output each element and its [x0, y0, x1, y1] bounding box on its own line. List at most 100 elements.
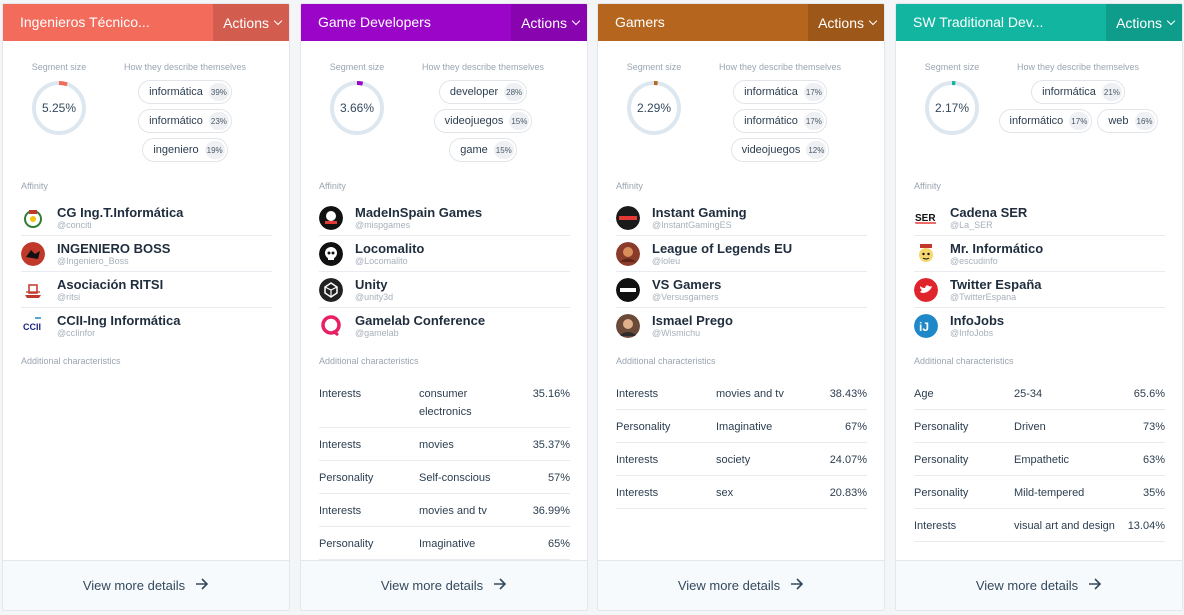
tag-percent: 39% [208, 83, 229, 101]
affinity-text: Gamelab Conference @gamelab [355, 313, 485, 339]
additional-characteristics-label: Additional characteristics [21, 356, 121, 366]
affinity-item[interactable]: iJ InfoJobs @InfoJobs [914, 308, 1165, 344]
affinity-item[interactable]: Gamelab Conference @gamelab [319, 308, 570, 344]
tag-word: game [460, 144, 488, 156]
affinity-name[interactable]: Locomalito [355, 240, 425, 256]
affinity-name[interactable]: Unity [355, 276, 388, 292]
affinity-name[interactable]: Asociación RITSI [57, 276, 164, 292]
affinity-item[interactable]: MadeInSpain Games @mispgames [319, 200, 570, 236]
affinity-name[interactable]: Twitter España [950, 276, 1042, 292]
donut-segment-arc [925, 81, 979, 135]
description-tag[interactable]: web 16% [1097, 109, 1158, 133]
characteristic-row: Interests society 24.07% [616, 443, 867, 476]
affinity-text: Twitter España @TwitterEspana [950, 277, 1042, 303]
view-more-details-button[interactable]: View more details [896, 560, 1182, 610]
card-title[interactable]: Ingenieros Técnico... [20, 14, 150, 30]
view-more-details-button[interactable]: View more details [598, 560, 884, 610]
additional-characteristics-label: Additional characteristics [616, 356, 716, 366]
characteristic-percent: 65.6% [1133, 388, 1165, 400]
characteristic-percent: 73% [1142, 421, 1165, 433]
description-tag[interactable]: informático 17% [733, 109, 827, 133]
gamelab-logo [319, 314, 343, 338]
affinity-item[interactable]: Unity @unity3d [319, 272, 570, 308]
mr-informatico-logo [914, 242, 938, 266]
affinity-label: Affinity [21, 181, 48, 191]
characteristic-category: Interests [616, 388, 659, 400]
characteristic-category: Personality [914, 487, 969, 499]
affinity-name[interactable]: League of Legends EU [652, 240, 793, 256]
card-title[interactable]: SW Traditional Dev... [913, 14, 1044, 30]
instant-gaming-logo [616, 205, 640, 230]
affinity-name[interactable]: INGENIERO BOSS [57, 240, 171, 256]
description-tag[interactable]: developer 28% [438, 80, 528, 104]
characteristic-row: Interests visual art and design 13.04% [914, 509, 1165, 542]
segment-card: Gamers Actions Segment size 2.29% How they d… [597, 3, 885, 611]
actions-button[interactable]: Actions [808, 4, 884, 41]
affinity-name[interactable]: Ismael Prego [652, 313, 733, 328]
description-tag[interactable]: videojuegos 15% [433, 109, 533, 133]
description-tag[interactable]: informática 39% [138, 80, 232, 104]
description-tag[interactable]: videojuegos 12% [730, 138, 830, 162]
actions-button[interactable]: Actions [511, 4, 587, 41]
view-more-details-button[interactable]: View more details [301, 560, 587, 610]
tag-row: informático 23% [115, 109, 255, 133]
affinity-item[interactable]: Ismael Prego @Wismichu [616, 308, 867, 344]
segment-size-value: 2.29% [636, 101, 672, 115]
tag-row: developer 28% [413, 80, 553, 104]
affinity-item[interactable]: Twitter España @TwitterEspana [914, 272, 1165, 308]
actions-button[interactable]: Actions [213, 4, 289, 41]
affinity-name[interactable]: CG Ing.T.Informática [57, 204, 184, 220]
card-title[interactable]: Gamers [615, 14, 665, 30]
affinity-name[interactable]: InfoJobs [950, 313, 1005, 328]
affinity-name[interactable]: VS Gamers [652, 276, 722, 292]
actions-button[interactable]: Actions [1106, 4, 1182, 41]
self-description-tags: informática 21% informático 17% web 16% [998, 80, 1158, 138]
characteristic-row: Personality Mild-tempered 35% [914, 476, 1165, 509]
characteristic-percent: 13.04% [1127, 520, 1165, 532]
description-tag[interactable]: informática 21% [1031, 80, 1125, 104]
characteristic-percent: 35% [1142, 487, 1165, 499]
affinity-name[interactable]: CCII-Ing Informática [57, 313, 181, 328]
affinity-section: Affinity CG Ing.T.Informática @conciti INGE… [3, 181, 289, 354]
affinity-item[interactable]: League of Legends EU @loleu [616, 236, 867, 272]
arrow-right-icon [493, 577, 507, 595]
affinity-name[interactable]: Mr. Informático [950, 240, 1044, 256]
crest-logo [21, 206, 45, 230]
segment-card: Ingenieros Técnico... Actions Segment size… [2, 3, 290, 611]
affinity-item[interactable]: Asociación RITSI @ritsi [21, 272, 272, 308]
affinity-label: Affinity [616, 181, 643, 191]
affinity-name[interactable]: Cadena SER [950, 204, 1028, 220]
description-tag[interactable]: informática 17% [733, 80, 827, 104]
affinity-name[interactable]: Gamelab Conference [355, 313, 486, 328]
actions-label: Actions [223, 14, 269, 31]
affinity-item[interactable]: CG Ing.T.Informática @conciti [21, 200, 272, 236]
affinity-name[interactable]: MadeInSpain Games [355, 204, 483, 220]
infojobs-logo: iJ [914, 314, 938, 338]
affinity-item[interactable]: CCII CCII-Ing Informática @ccIinfor [21, 308, 272, 344]
view-more-details-button[interactable]: View more details [3, 560, 289, 610]
affinity-item[interactable]: SER Cadena SER @La_SER [914, 200, 1165, 236]
tag-percent: 21% [1101, 83, 1122, 101]
affinity-section: Affinity MadeInSpain Games @mispgames Locom… [301, 181, 587, 354]
affinity-section: Affinity Instant Gaming @InstantGamingES Le… [598, 181, 884, 354]
affinity-name[interactable]: Instant Gaming [652, 204, 747, 220]
tag-word: informático [744, 115, 798, 127]
card-title[interactable]: Game Developers [318, 14, 431, 30]
description-tag[interactable]: ingeniero 19% [142, 138, 228, 162]
characteristic-category: Personality [914, 421, 969, 433]
chevron-down-icon [868, 16, 878, 26]
affinity-item[interactable]: Mr. Informático @escudinfo [914, 236, 1165, 272]
tag-word: informática [149, 86, 203, 98]
affinity-item[interactable]: INGENIERO BOSS @Ingeniero_Boss [21, 236, 272, 272]
description-tag[interactable]: informático 17% [998, 109, 1093, 133]
affinity-item[interactable]: Instant Gaming @InstantGamingES [616, 200, 867, 236]
affinity-handle: @Wismichu [652, 328, 701, 338]
segment-size-value: 5.25% [41, 101, 77, 115]
description-tag[interactable]: game 15% [449, 138, 517, 162]
svg-text:SER: SER [915, 213, 936, 224]
affinity-item[interactable]: Locomalito @Locomalito [319, 236, 570, 272]
description-tag[interactable]: informático 23% [138, 109, 232, 133]
affinity-item[interactable]: VS Gamers @Versusgamers [616, 272, 867, 308]
characteristic-row: Personality Self-conscious 57% [319, 461, 570, 494]
tag-percent: 17% [803, 83, 824, 101]
